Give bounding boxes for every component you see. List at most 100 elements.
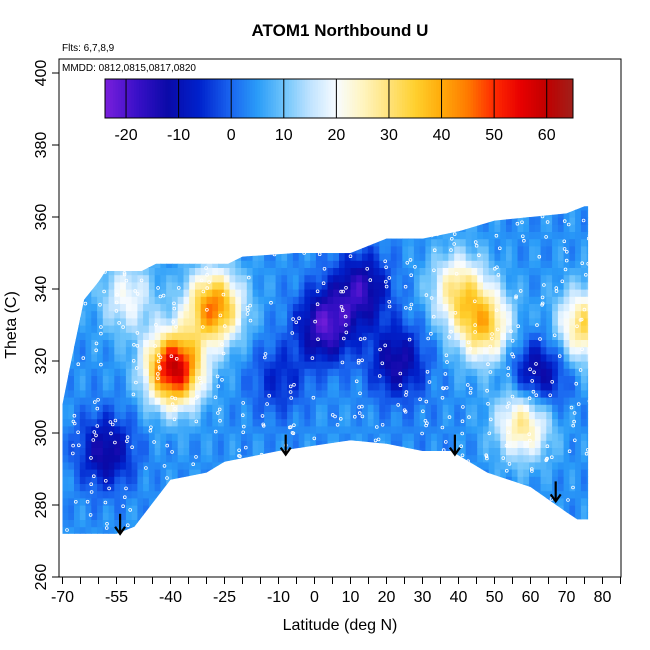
field-cell (85, 245, 92, 254)
field-cell (459, 433, 467, 441)
field-cell (195, 281, 202, 290)
dates-label: MMDD: 0812,0815,0817,0820 (62, 63, 196, 74)
sample-point (138, 233, 143, 238)
field-cell (154, 325, 162, 333)
field-cell (74, 440, 81, 448)
field-cell (402, 260, 409, 268)
field-cell (91, 447, 98, 456)
field-cell (125, 382, 133, 391)
field-cell (108, 253, 115, 261)
field-cell (310, 519, 317, 528)
field-cell (269, 418, 277, 427)
field-cell (148, 512, 156, 520)
field-cell (465, 245, 473, 254)
field-cell (68, 361, 75, 369)
field-cell (264, 346, 271, 355)
field-cell (241, 440, 248, 448)
field-cell (448, 425, 455, 434)
field-cell (148, 476, 156, 484)
field-cell (552, 289, 559, 297)
field-cell (310, 281, 317, 290)
field-cell (546, 397, 553, 405)
field-cell (580, 433, 588, 441)
field-cell (379, 303, 386, 312)
sample-point (191, 462, 196, 467)
field-cell (131, 238, 138, 247)
field-cell (575, 440, 582, 448)
field-cell (534, 245, 542, 254)
field-cell (575, 382, 582, 391)
field-cell (125, 526, 133, 534)
field-cell (339, 425, 346, 434)
field-cell (339, 332, 346, 340)
field-cell (223, 224, 231, 232)
field-cell (304, 253, 311, 261)
sample-point (89, 490, 94, 494)
field-cell (517, 231, 524, 240)
field-cell (223, 497, 231, 506)
field-cell (171, 476, 179, 484)
field-cell (160, 245, 167, 254)
field-cell (91, 325, 98, 333)
field-cell (586, 461, 589, 470)
field-cell (511, 317, 519, 326)
field-cell (223, 310, 231, 319)
field-cell (269, 217, 277, 225)
sample-point (146, 511, 151, 516)
field-cell (523, 497, 530, 506)
field-cell (206, 339, 213, 348)
field-cell (206, 519, 213, 528)
field-cell (557, 469, 565, 477)
field-cell (269, 303, 277, 312)
field-cell (304, 461, 311, 470)
field-cell (575, 217, 582, 225)
field-cell (586, 375, 589, 384)
sample-point (165, 443, 170, 448)
field-cell (166, 433, 173, 441)
field-cell (293, 541, 299, 549)
field-cell (494, 440, 501, 448)
field-cell (459, 260, 467, 268)
field-cell (269, 505, 277, 513)
field-cell (171, 209, 179, 218)
field-cell (598, 390, 604, 398)
field-cell (132, 195, 138, 203)
field-cell (68, 267, 75, 276)
field-cell (298, 361, 306, 369)
field-cell (206, 404, 213, 412)
field-cell (552, 217, 559, 225)
field-cell (350, 289, 357, 297)
field-cell (229, 483, 236, 492)
field-cell (102, 454, 110, 463)
field-cell (91, 253, 98, 261)
field-cell (523, 526, 530, 534)
field-cell (385, 361, 392, 369)
field-cell (529, 206, 536, 211)
field-cell (598, 210, 604, 218)
field-cell (425, 397, 432, 405)
field-cell (281, 238, 288, 247)
field-cell (511, 454, 519, 463)
field-cell (189, 245, 196, 254)
field-cell (500, 382, 507, 391)
field-cell (333, 332, 340, 340)
field-cell (529, 317, 536, 326)
field-cell (114, 317, 121, 326)
field-cell (356, 217, 363, 225)
field-cell (356, 469, 363, 477)
field-cell (396, 310, 403, 319)
field-cell (315, 411, 323, 420)
field-cell (402, 397, 409, 405)
field-cell (315, 382, 323, 391)
field-cell (517, 512, 524, 520)
field-cell (218, 526, 225, 534)
field-cell (114, 303, 121, 312)
field-cell (557, 397, 565, 405)
field-cell (586, 526, 589, 534)
field-cell (419, 267, 426, 276)
field-cell (425, 317, 432, 326)
field-cell (552, 339, 559, 348)
field-cell (408, 440, 415, 448)
sample-point (162, 500, 166, 505)
field-cell (148, 224, 156, 232)
